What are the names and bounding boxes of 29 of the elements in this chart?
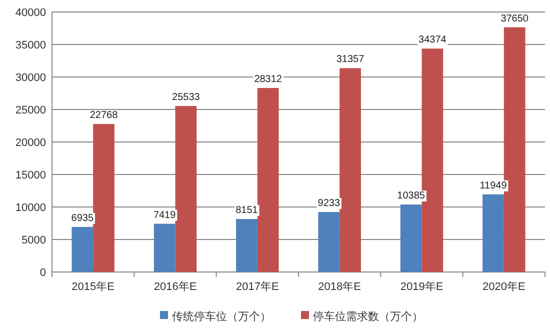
data-label: 22768 (90, 110, 118, 121)
xtick: 2020年E (482, 281, 526, 293)
ytick: 0 (40, 267, 46, 279)
data-label: 34374 (418, 34, 446, 46)
data-label: 37650 (500, 13, 528, 24)
ytick: 35000 (15, 40, 46, 52)
ytick: 10000 (15, 202, 46, 214)
ytick: 20000 (15, 137, 46, 149)
ytick: 40000 (15, 7, 46, 19)
data-label: 6935 (71, 212, 94, 224)
ytick: 15000 (15, 170, 46, 182)
legend-label: 停车位需求数（万个） (313, 311, 423, 323)
ytick: 5000 (22, 234, 46, 246)
data-label: 8151 (236, 205, 258, 216)
data-label: 11949 (480, 180, 507, 192)
xtick: 2015年E (72, 281, 114, 293)
xtick: 2019年E (400, 281, 444, 293)
data-label: 31357 (336, 54, 364, 66)
data-label: 10385 (397, 190, 425, 202)
data-label: 28312 (254, 74, 282, 85)
data-label: 9233 (318, 198, 340, 209)
xtick: 2016年E (154, 281, 197, 293)
xtick: 2018年E (318, 281, 361, 293)
xtick: 2017年E (236, 281, 279, 293)
ytick: 30000 (15, 72, 46, 84)
data-label: 25533 (172, 92, 200, 104)
ytick: 25000 (15, 104, 46, 116)
data-label: 7419 (153, 210, 176, 221)
legend-label: 传统停车位（万个） (172, 311, 271, 323)
